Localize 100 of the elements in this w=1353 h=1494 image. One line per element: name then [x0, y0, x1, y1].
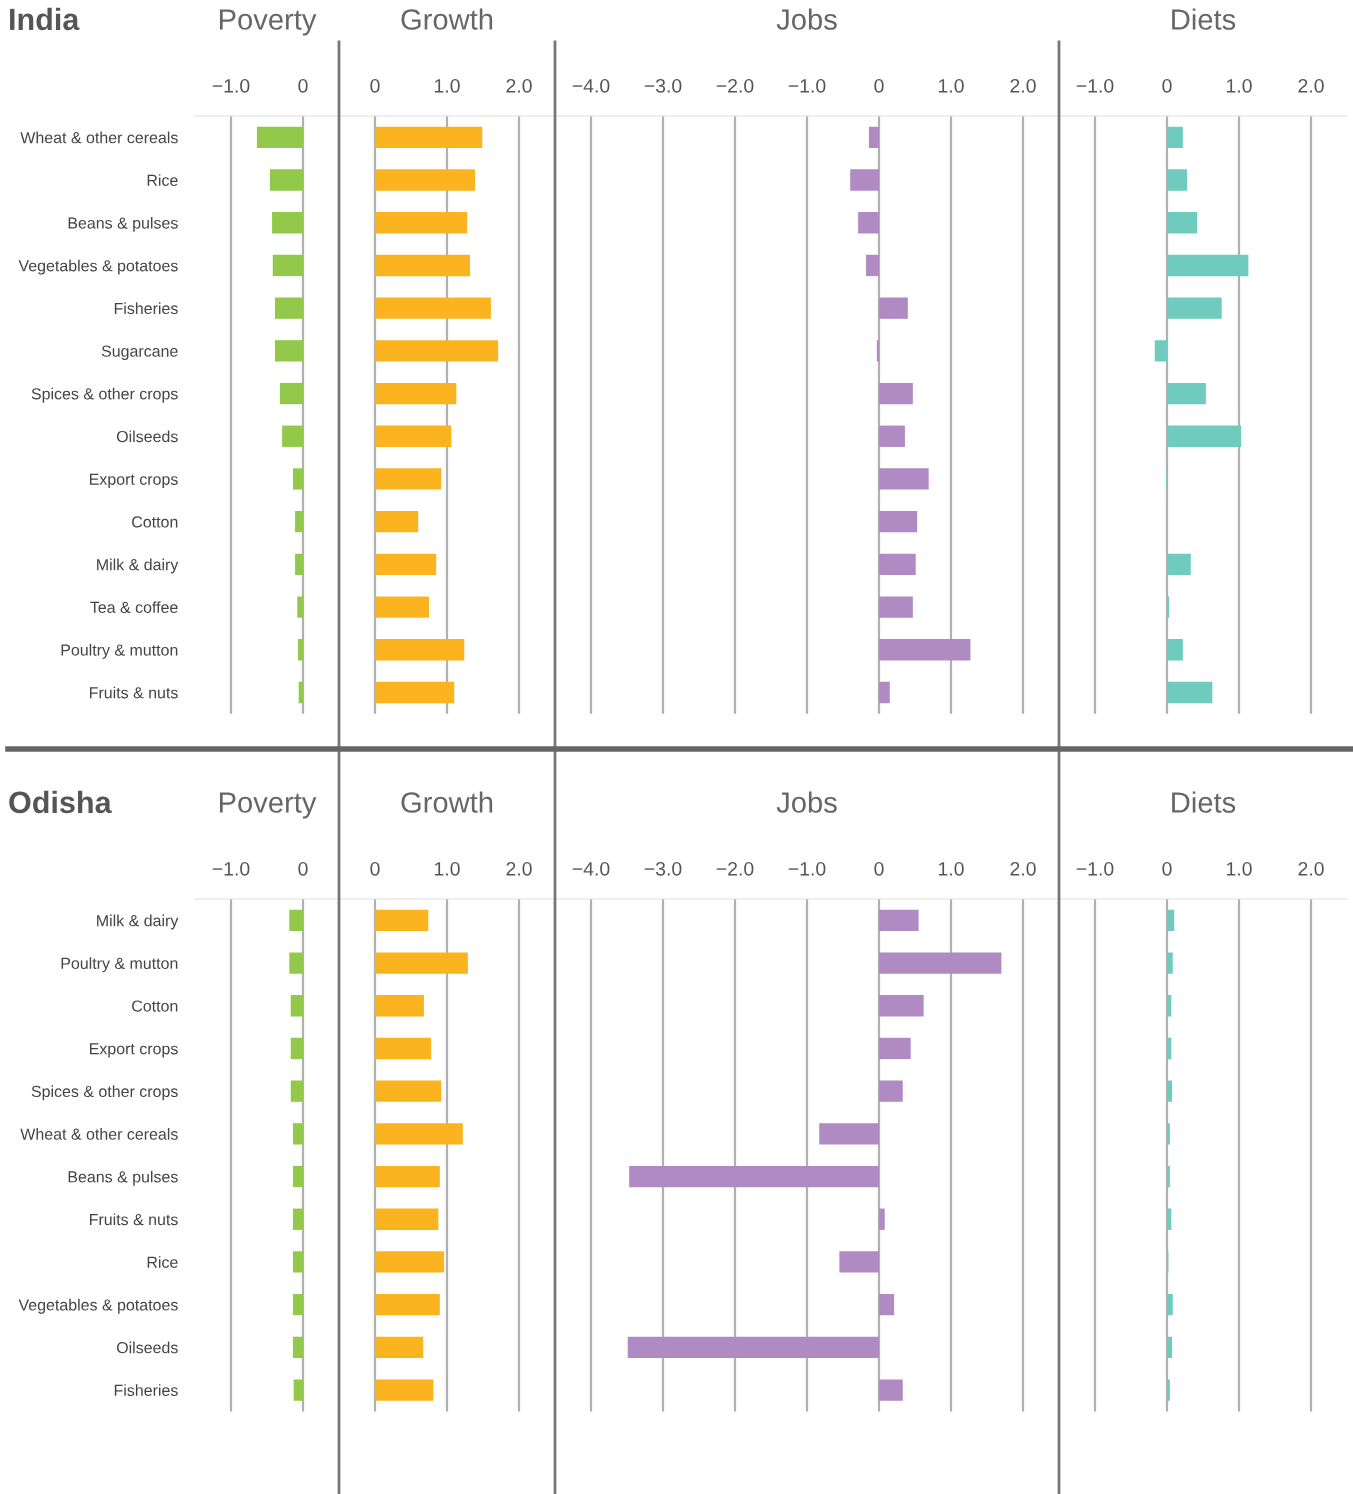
- y-tick-label: Vegetables & potatoes: [18, 1298, 178, 1314]
- bar: [375, 468, 442, 490]
- x-tick-label: −2.0: [716, 78, 754, 93]
- x-tick-label: −1.0: [788, 78, 826, 93]
- bar: [879, 1208, 885, 1230]
- x-tick-label: 2.0: [506, 78, 532, 93]
- bar: [1167, 596, 1170, 618]
- chart-title: Growth: [401, 8, 493, 30]
- y-tick-label: Rice: [147, 174, 178, 186]
- bar: [1167, 382, 1206, 405]
- x-tick-label: −1.0: [212, 78, 250, 93]
- y-tick-label: Fisheries: [114, 302, 178, 315]
- x-tick-label: 1.0: [938, 78, 964, 93]
- x-tick-label: −1.0: [1076, 78, 1114, 93]
- y-tick-label: Export crops: [89, 473, 178, 489]
- text: Odisha: [9, 790, 112, 814]
- bar: [375, 1037, 432, 1060]
- bar: [375, 1336, 424, 1359]
- bar: [879, 297, 908, 319]
- bar: [375, 909, 429, 932]
- x-tick-label: 1.0: [434, 78, 460, 93]
- text: India: [10, 7, 80, 31]
- x-tick-label: 1.0: [938, 861, 964, 876]
- y-tick-label: Fruits & nuts: [90, 686, 178, 699]
- y-tick-label: Poultry & mutton: [61, 643, 178, 659]
- chart-title: Diets: [1172, 8, 1236, 30]
- bar: [375, 425, 452, 447]
- bar: [375, 126, 483, 149]
- bar: [629, 1165, 879, 1188]
- bar: [1167, 212, 1198, 234]
- y-tick-label: Wheat & other cereals: [20, 1128, 178, 1140]
- x-tick-label: 1.0: [1226, 78, 1252, 93]
- bar: [876, 340, 879, 362]
- y-tick-label: Vegetables & potatoes: [18, 259, 178, 275]
- y-tick-label: Poultry & mutton: [61, 957, 178, 973]
- bar: [1167, 169, 1188, 191]
- y-tick-label: Cotton: [132, 1000, 178, 1012]
- bar: [858, 212, 879, 234]
- bar: [375, 1080, 442, 1102]
- bar: [375, 1293, 440, 1316]
- bar: [375, 340, 499, 362]
- bar: [375, 995, 424, 1017]
- bar: [879, 553, 916, 576]
- bar: [375, 169, 476, 191]
- y-tick-label: Tea & coffee: [90, 601, 178, 613]
- chart-title: Diets: [1172, 791, 1236, 813]
- y-tick-label: Oilseeds: [116, 1341, 178, 1354]
- chart-title: Jobs: [776, 8, 837, 30]
- y-tick-label: Spices & other crops: [31, 1085, 178, 1101]
- bar: [1167, 639, 1183, 661]
- x-tick-label: 0: [298, 861, 308, 876]
- x-tick-label: −3.0: [644, 861, 682, 876]
- bar: [879, 425, 905, 447]
- x-tick-label: 1.0: [434, 861, 460, 876]
- x-tick-label: 0: [370, 78, 380, 93]
- x-tick-label: 2.0: [506, 861, 532, 876]
- bar: [375, 1123, 463, 1145]
- x-tick-label: 0: [1162, 861, 1172, 876]
- x-tick-label: −4.0: [572, 78, 610, 93]
- y-tick-label: Oilseeds: [116, 430, 178, 443]
- chart-title: Poverty: [219, 9, 317, 36]
- bar: [879, 952, 1002, 974]
- x-tick-label: 2.0: [1010, 861, 1036, 876]
- bar: [879, 382, 913, 405]
- bar: [868, 126, 879, 149]
- bar: [879, 596, 913, 618]
- x-tick-label: 0: [370, 861, 380, 876]
- x-tick-label: 2.0: [1298, 78, 1324, 93]
- chart-title: Growth: [401, 791, 493, 813]
- x-tick-label: −1.0: [212, 861, 250, 876]
- y-tick-label: Beans & pulses: [68, 1170, 178, 1186]
- bar: [1167, 126, 1183, 149]
- bar: [375, 952, 468, 974]
- bar: [375, 639, 465, 661]
- bar: [375, 553, 437, 576]
- chart-title: Jobs: [776, 791, 837, 813]
- bar: [1167, 681, 1213, 704]
- x-tick-label: 0: [874, 78, 884, 93]
- x-tick-label: 0: [298, 78, 308, 93]
- y-tick-label: Beans & pulses: [68, 216, 178, 232]
- y-tick-label: Export crops: [89, 1043, 178, 1058]
- bar: [375, 681, 455, 704]
- bar: [375, 1379, 434, 1401]
- bar: [375, 254, 471, 277]
- bar: [375, 1251, 445, 1273]
- bar: [1167, 553, 1191, 576]
- bar: [866, 254, 879, 277]
- y-tick-label: Fruits & nuts: [90, 1213, 178, 1226]
- x-tick-label: −1.0: [788, 861, 826, 876]
- bar: [879, 681, 890, 704]
- x-tick-label: 0: [874, 861, 884, 876]
- x-tick-label: −3.0: [644, 78, 682, 93]
- y-tick-label: Rice: [147, 1256, 178, 1268]
- bar: [1167, 254, 1249, 277]
- bar: [627, 1336, 879, 1359]
- bar: [879, 639, 971, 661]
- bar: [879, 1379, 903, 1401]
- bar: [375, 212, 468, 234]
- bar: [1167, 297, 1222, 319]
- y-tick-label: Milk & dairy: [97, 558, 179, 574]
